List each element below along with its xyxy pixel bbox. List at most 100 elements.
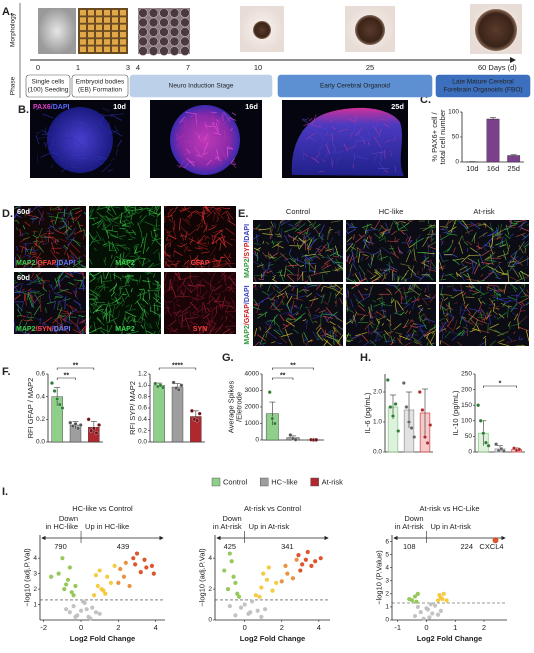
fiber — [101, 309, 104, 321]
fiber — [276, 290, 280, 294]
fiber — [203, 322, 217, 325]
fiber — [253, 243, 261, 245]
fiber — [64, 275, 70, 278]
fiber — [327, 231, 329, 240]
data-point — [486, 443, 491, 448]
fiber — [381, 232, 385, 237]
fiber — [338, 128, 350, 132]
data-point — [56, 571, 61, 576]
phase-label: Embryoid bodies — [76, 79, 125, 86]
fiber — [290, 311, 298, 317]
fiber — [413, 248, 416, 260]
fiber — [327, 241, 330, 250]
fiber — [302, 339, 307, 342]
fiber — [133, 247, 140, 259]
fiber — [345, 339, 354, 341]
fiber — [378, 161, 384, 169]
fiber — [26, 254, 32, 257]
plate-well — [120, 46, 126, 52]
fiber — [281, 219, 291, 226]
fiber — [333, 261, 344, 264]
fiber — [510, 250, 519, 257]
fiber — [305, 320, 308, 324]
fiber — [115, 148, 118, 156]
fiber — [511, 222, 518, 225]
fiber — [214, 293, 219, 295]
fiber — [509, 323, 511, 330]
fiber — [22, 242, 33, 245]
fiber — [394, 312, 402, 316]
fiber — [81, 265, 87, 268]
x-tick-label: 1 — [453, 623, 457, 632]
fiber — [108, 301, 112, 313]
fiber — [321, 313, 335, 316]
data-point — [412, 435, 417, 439]
phase-label: (100) Seeding — [28, 87, 69, 94]
fiber — [420, 260, 432, 264]
fiber — [33, 205, 39, 211]
data-point — [161, 385, 166, 390]
fiber — [88, 209, 94, 214]
fiber — [127, 247, 131, 252]
fiber — [327, 254, 335, 265]
fiber — [361, 136, 371, 141]
fiber — [59, 259, 63, 264]
fiber — [489, 253, 493, 265]
fiber — [322, 310, 332, 315]
fiber — [350, 315, 354, 325]
data-point — [103, 591, 108, 596]
fiber — [315, 248, 322, 251]
fiber — [214, 207, 224, 210]
fiber — [97, 121, 102, 126]
fiber — [96, 275, 102, 284]
fiber — [38, 211, 45, 223]
fiber — [419, 330, 429, 333]
fiber — [17, 314, 22, 317]
fiber — [119, 284, 131, 288]
fiber — [127, 278, 131, 284]
fiber — [448, 239, 455, 251]
fiber — [312, 331, 320, 341]
fiber — [199, 271, 204, 275]
fiber — [185, 218, 190, 223]
fiber — [69, 210, 72, 215]
fiber — [30, 293, 34, 298]
fiber — [28, 291, 40, 294]
fiber — [154, 290, 159, 293]
y-tick-label: 3000 — [245, 387, 260, 394]
fiber — [134, 257, 141, 261]
fiber — [79, 280, 86, 288]
fiber — [311, 157, 320, 163]
fiber — [335, 156, 341, 162]
fiber — [179, 291, 186, 296]
fiber — [164, 245, 166, 257]
fiber — [321, 268, 328, 275]
fiber — [96, 231, 102, 241]
fiber — [309, 137, 317, 142]
row-label: Phase — [10, 76, 17, 95]
fiber — [25, 248, 29, 253]
day-label: 60d — [17, 207, 30, 216]
fiber — [208, 321, 211, 331]
data-point — [303, 557, 308, 562]
fiber — [386, 284, 398, 287]
fiber — [211, 234, 215, 244]
fiber — [272, 276, 276, 280]
fiber — [21, 255, 26, 259]
fiber — [200, 258, 204, 262]
fiber — [143, 320, 152, 329]
fiber — [495, 277, 502, 280]
direction-label: Up in HC-like — [85, 522, 129, 531]
fiber — [364, 238, 370, 244]
fiber — [353, 279, 356, 283]
fiber — [171, 310, 181, 314]
data-point — [300, 562, 305, 567]
fiber — [156, 281, 160, 291]
fiber — [118, 287, 123, 297]
fiber — [38, 241, 43, 245]
data-point — [93, 573, 99, 578]
fiber — [346, 271, 352, 282]
fiber — [228, 220, 237, 227]
embryoid-body — [148, 27, 159, 37]
fiber — [174, 314, 176, 320]
